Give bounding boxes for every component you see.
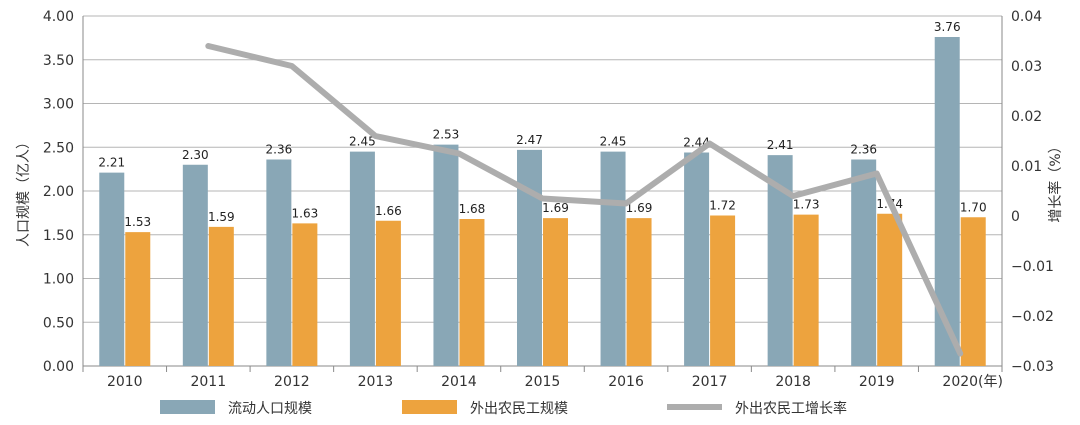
x-tick-label: 2014 [441, 374, 477, 390]
data-label: 2.41 [767, 138, 794, 152]
bar [877, 213, 903, 366]
y-tick-label: 0.50 [43, 315, 74, 331]
bar [543, 218, 568, 366]
data-label: 1.63 [292, 206, 319, 220]
bar [684, 152, 710, 366]
y-tick-label: 2.50 [43, 140, 74, 156]
x-tick-label: 2013 [358, 374, 394, 390]
data-label: 2.36 [266, 143, 293, 157]
series-growth-rate-line [205, 43, 964, 357]
gridlines [83, 15, 1002, 367]
y2-tick-label: 0.04 [1011, 9, 1042, 25]
data-label: 1.73 [793, 198, 820, 212]
y-axis-title: 人口规模（亿人） [16, 135, 32, 247]
legend-swatch [667, 404, 722, 410]
y-tick-label: 2.00 [43, 184, 74, 200]
y-tick-labels: 0.00 0.50 1.00 1.50 2.00 2.50 3.00 3.50 4.00 [43, 9, 74, 375]
y2-tick-label: 0.02 [1011, 109, 1042, 125]
y2-tick-label: −0.01 [1011, 259, 1054, 275]
y2-axis-title: 增长率（%） [1047, 139, 1064, 222]
y-tick-label: 3.50 [43, 53, 74, 69]
data-label: 1.69 [542, 201, 569, 215]
data-label: 1.59 [208, 210, 235, 224]
x-tick-label: 2019 [859, 374, 895, 390]
bar [375, 220, 401, 366]
legend-swatch [160, 400, 215, 414]
legend: 流动人口规模 外出农民工规模 外出农民工增长率 [160, 400, 847, 417]
y2-tick-label: −0.02 [1011, 309, 1054, 325]
x-tick-label: 2018 [775, 374, 811, 390]
bar [517, 149, 542, 366]
x-tick-labels: 2010 2011 2012 2013 2014 2015 2016 2017 2018 2019… [82, 366, 1003, 390]
y2-tick-label: −0.03 [1011, 359, 1054, 375]
y-tick-label: 1.00 [43, 272, 74, 288]
legend-item: 外出农民工增长率 [667, 400, 847, 417]
bar [459, 219, 485, 366]
legend-swatch [402, 400, 457, 414]
bar [600, 151, 626, 366]
data-label: 1.53 [124, 215, 151, 229]
bar [349, 151, 375, 366]
x-tick-label: 2010 [107, 374, 143, 390]
data-label: 2.45 [600, 135, 627, 149]
y2-tick-label: 0.03 [1011, 59, 1042, 75]
data-label: 3.76 [934, 20, 961, 34]
legend-label: 外出农民工规模 [470, 401, 568, 417]
y2-tick-label: 0 [1011, 209, 1020, 225]
x-axis-unit: (年) [978, 374, 1003, 390]
data-label: 1.70 [960, 200, 987, 214]
series-migrant-workers-bars: 1.53 1.59 1.63 1.66 1.68 1.69 1.69 1.72 1.73 1.74… [124, 197, 987, 366]
data-label: 1.69 [626, 201, 653, 215]
bar [292, 223, 318, 366]
x-tick-label: 2017 [692, 374, 728, 390]
bar [433, 144, 459, 366]
growth-rate-line [205, 43, 964, 357]
bar [182, 164, 208, 366]
data-label: 2.30 [182, 148, 209, 162]
data-label: 2.36 [850, 143, 877, 157]
bar [208, 226, 234, 366]
legend-item: 流动人口规模 [160, 400, 312, 417]
bar [710, 215, 736, 366]
data-label: 1.68 [459, 202, 486, 216]
y2-tick-label: 0.01 [1011, 159, 1042, 175]
data-label: 2.21 [98, 156, 125, 170]
y-tick-label: 0.00 [43, 359, 74, 375]
x-tick-label: 2011 [190, 374, 226, 390]
bar [99, 172, 125, 366]
bar [960, 217, 986, 366]
bar [793, 214, 819, 366]
data-label: 1.66 [375, 204, 402, 218]
x-tick-label: 2015 [525, 374, 561, 390]
bar [851, 159, 877, 366]
legend-label: 外出农民工增长率 [735, 400, 847, 417]
bar [266, 159, 292, 366]
y2-tick-labels: 0.04 0.03 0.02 0.01 0 −0.01 −0.02 −0.03 [1011, 9, 1054, 375]
y-tick-label: 4.00 [43, 9, 74, 25]
bar [125, 232, 151, 366]
bar [626, 218, 652, 366]
legend-label: 流动人口规模 [228, 401, 312, 417]
x-tick-label: 2012 [274, 374, 310, 390]
legend-item: 外出农民工规模 [402, 400, 568, 417]
x-tick-label: 2016 [608, 374, 644, 390]
y-tick-label: 3.00 [43, 97, 74, 113]
x-tick-label: 2020 [942, 374, 978, 390]
data-label: 2.45 [349, 135, 376, 149]
y-tick-label: 1.50 [43, 228, 74, 244]
bar [934, 37, 960, 366]
data-label: 1.72 [709, 199, 736, 213]
data-label: 2.53 [433, 128, 460, 142]
data-label: 2.47 [516, 133, 543, 147]
